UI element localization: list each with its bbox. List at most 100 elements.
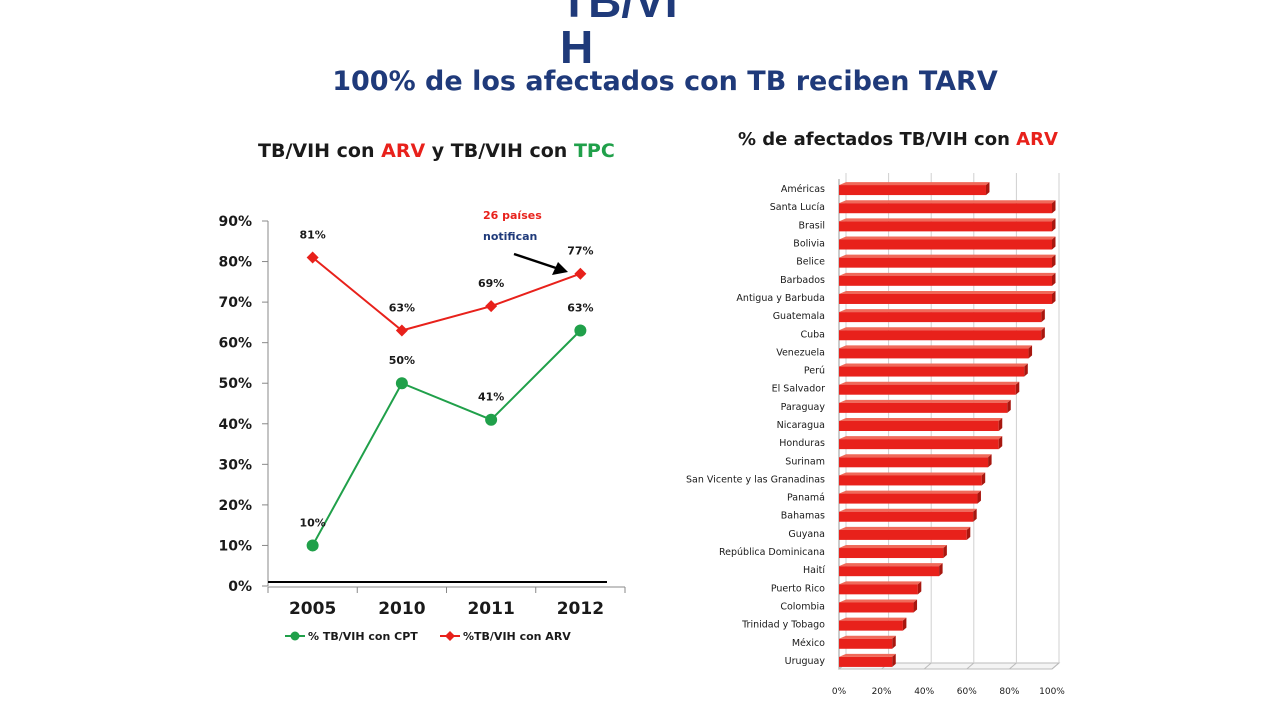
bar-side xyxy=(1052,236,1056,250)
bar xyxy=(839,439,999,450)
y-tick-label: 10% xyxy=(218,538,252,554)
bar-side xyxy=(892,653,896,667)
bar xyxy=(839,330,1042,341)
bar xyxy=(839,421,999,431)
gridline-floor xyxy=(1051,662,1060,670)
category-label: San Vicente y las Granadinas xyxy=(686,474,825,485)
bar xyxy=(839,656,893,667)
data-label: 10% xyxy=(299,516,325,529)
bar-top xyxy=(839,381,1020,385)
bar xyxy=(839,221,1052,232)
x-tick-label: 40% xyxy=(914,687,934,697)
category-label: Trinidad y Tobago xyxy=(741,620,825,631)
category-label: Panamá xyxy=(787,493,825,504)
bar-top xyxy=(839,345,1033,349)
data-label: 81% xyxy=(299,229,325,242)
bar-top xyxy=(839,200,1056,204)
bar xyxy=(839,493,978,504)
bar-top xyxy=(839,272,1056,276)
legend-marker xyxy=(290,631,300,641)
category-label: Puerto Rico xyxy=(771,583,825,594)
bar-top xyxy=(839,418,1003,421)
y-tick-label: 50% xyxy=(218,376,252,392)
bar-side xyxy=(913,599,918,613)
category-label: Bahamas xyxy=(781,511,825,522)
bar-side xyxy=(902,617,907,631)
bar-top xyxy=(839,635,896,639)
data-point xyxy=(485,413,498,426)
slide-header: TB/VI H xyxy=(560,0,678,73)
bar-top xyxy=(839,508,977,512)
bar xyxy=(839,638,893,649)
x-tick-label: 20% xyxy=(872,687,892,697)
category-label: Santa Lucía xyxy=(770,202,825,213)
left-title-arv: ARV xyxy=(381,140,426,162)
left-chart-title: TB/VIH con ARV y TB/VIH con TPC xyxy=(258,140,615,162)
bar-side xyxy=(1052,218,1056,232)
slide-title: 100% de los afectados con TB reciben TAR… xyxy=(332,66,998,97)
bar-top xyxy=(839,399,1011,403)
bar-top xyxy=(839,490,981,494)
left-title-mid: y TB/VIH con xyxy=(425,140,574,162)
bar xyxy=(839,602,914,613)
bar xyxy=(839,239,1052,250)
bar-side xyxy=(998,418,1003,431)
bar xyxy=(839,475,982,486)
left-title-tpc: TPC xyxy=(573,140,615,162)
y-tick-label: 60% xyxy=(218,336,252,352)
data-point xyxy=(485,300,498,313)
bar-side xyxy=(1041,327,1045,341)
data-label: 63% xyxy=(389,302,415,315)
bar-top xyxy=(839,617,907,621)
bar-top xyxy=(839,236,1056,240)
data-label: 50% xyxy=(389,354,415,367)
bar-side xyxy=(1007,399,1011,413)
bar xyxy=(839,293,1052,304)
category-label: Américas xyxy=(781,184,825,195)
category-label: Brasil xyxy=(799,220,825,231)
bar-top xyxy=(839,472,986,476)
category-label: Venezuela xyxy=(776,347,825,358)
bar xyxy=(839,402,1008,413)
bar xyxy=(839,275,1052,286)
category-label: Perú xyxy=(804,366,825,377)
gridline-floor xyxy=(923,662,932,670)
bar-top xyxy=(839,182,990,186)
legend-label: % TB/VIH con CPT xyxy=(308,630,418,643)
bar-top xyxy=(839,599,918,603)
y-tick-label: 70% xyxy=(218,295,252,311)
category-label: El Salvador xyxy=(772,384,825,395)
right-title-pre: % de afectados TB/VIH con xyxy=(738,129,1017,150)
gridline-floor xyxy=(966,662,975,670)
bar-side xyxy=(943,545,947,559)
bar-side xyxy=(939,563,943,577)
bar xyxy=(839,348,1029,359)
y-tick-label: 40% xyxy=(218,417,252,433)
bar-top xyxy=(839,254,1056,258)
category-label: Guyana xyxy=(788,529,825,540)
bar-top xyxy=(839,363,1028,367)
y-tick-label: 80% xyxy=(218,255,252,271)
bar xyxy=(839,257,1052,268)
data-label: 41% xyxy=(478,391,504,404)
category-label: Honduras xyxy=(779,438,825,449)
right-chart-title: % de afectados TB/VIH con ARV xyxy=(738,129,1058,150)
data-point xyxy=(395,377,408,390)
bar-side xyxy=(998,436,1003,450)
bar-top xyxy=(839,653,896,657)
data-point xyxy=(306,251,319,264)
bar-side xyxy=(966,526,971,540)
category-label: Antigua y Barbuda xyxy=(736,293,825,304)
annotation-arrow-head xyxy=(552,262,568,275)
bar xyxy=(839,384,1016,395)
bar-top xyxy=(839,526,971,530)
annotation-line2: notifican xyxy=(483,230,537,243)
bar-side xyxy=(1041,309,1045,323)
bar xyxy=(839,511,974,522)
category-label: Guatemala xyxy=(773,311,825,322)
gridline-floor xyxy=(1009,662,1017,670)
bar-side xyxy=(981,472,986,486)
legend-label: %TB/VIH con ARV xyxy=(463,630,571,643)
x-tick-label: 100% xyxy=(1039,687,1065,697)
